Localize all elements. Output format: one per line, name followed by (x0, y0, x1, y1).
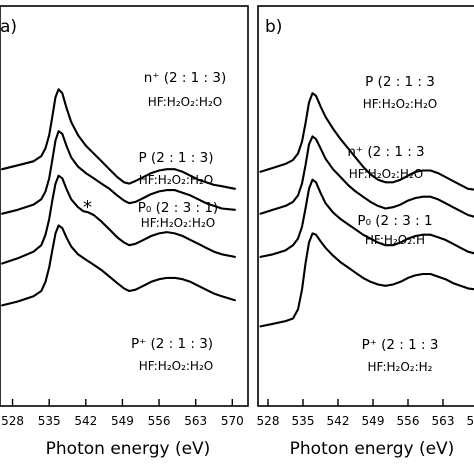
panel-a-frame (0, 5, 249, 407)
panel-b-series-3-line (259, 178, 474, 258)
panel-b-series-2-line (259, 135, 474, 218)
panel-b-x-ticks: 528 535 542 549 556 563 570 (257, 399, 474, 428)
panel-b-frame (257, 5, 474, 407)
panel-a-series-3-sublabel: HF:H₂O₂:H₂O (141, 216, 215, 230)
panel-a-series-labels: n⁺ (2 : 1 : 3) HF:H₂O₂:H₂O P (2 : 1 : 3) HF… (131, 70, 226, 373)
panel-b-series-3-sublabel: HF:H₂O₂:H (365, 233, 425, 247)
panel-a-series-4-label: P⁺ (2 : 1 : 3) (131, 336, 213, 352)
panel-a-series-3-line (1, 174, 236, 265)
panel-b: b) 528 535 542 549 556 563 570 P (2 : 1 : 3 HF:… (257, 5, 474, 459)
panel-b-label: b) (265, 17, 282, 37)
panel-b-x-axis-label: Photon energy (eV) (290, 439, 455, 459)
panel-b-x-tick-label: 542 (327, 414, 350, 428)
panel-b-x-tick-label: 563 (432, 414, 455, 428)
panel-a-series-2-sublabel: HF:H₂O₂:H₂O (139, 173, 213, 187)
panel-a-curves (1, 88, 236, 307)
panel-a-x-axis-label: Photon energy (eV) (46, 439, 211, 459)
panel-b-series-1-sublabel: HF:H₂O₂:H₂O (363, 97, 437, 111)
panel-b-series-labels: P (2 : 1 : 3 HF:H₂O₂:H₂O n⁺ (2 : 1 : 3 HF:H… (347, 74, 438, 374)
panel-b-series-3-label: P₀ (2 : 3 : 1 (357, 213, 432, 229)
panel-b-series-4-line (259, 232, 474, 328)
panel-b-x-tick-label: 535 (292, 414, 315, 428)
panel-a-series-4-sublabel: HF:H₂O₂:H₂O (139, 359, 213, 373)
panel-a-series-1-label: n⁺ (2 : 1 : 3) (144, 70, 227, 86)
panel-a-series-3-label: P₀ (2 : 3 : 1) (138, 200, 218, 216)
panel-a-x-tick-label: 549 (111, 414, 134, 428)
panel-a-annotation-star: * (83, 197, 92, 218)
panel-b-x-tick-label: 570 (467, 414, 474, 428)
panel-b-series-4-label: P⁺ (2 : 1 : 3 (362, 337, 439, 353)
panel-a-x-tick-label: 528 (1, 414, 24, 428)
panel-a-x-tick-label: 556 (148, 414, 171, 428)
panel-b-series-4-sublabel: HF:H₂O₂:H₂ (367, 360, 432, 374)
panel-a-x-tick-label: 535 (38, 414, 61, 428)
panel-a-series-2-line (1, 130, 236, 215)
panel-b-x-tick-label: 528 (257, 414, 280, 428)
panel-a-series-4-line (1, 224, 236, 307)
panel-a: a) 528 535 542 549 556 563 570 n⁺ (2 : 1 : 3) H… (0, 5, 249, 459)
panel-a-series-2-label: P (2 : 1 : 3) (139, 150, 214, 166)
panel-b-x-tick-label: 549 (362, 414, 385, 428)
panel-a-x-ticks: 528 535 542 549 556 563 570 (1, 399, 244, 428)
panel-a-series-1-line (1, 88, 236, 190)
panel-b-series-1-line (259, 92, 474, 191)
panel-a-label: a) (0, 17, 17, 37)
panel-b-series-2-sublabel: HF:H₂O₂:H₂O (349, 167, 423, 181)
panel-a-x-tick-label: 570 (221, 414, 244, 428)
panel-b-x-tick-label: 556 (397, 414, 420, 428)
panel-b-series-1-label: P (2 : 1 : 3 (365, 74, 435, 90)
panel-a-series-1-sublabel: HF:H₂O₂:H₂O (148, 95, 222, 109)
panel-b-curves (259, 92, 474, 328)
panel-a-x-tick-label: 563 (184, 414, 207, 428)
panel-a-x-tick-label: 542 (74, 414, 97, 428)
panel-b-series-2-label: n⁺ (2 : 1 : 3 (347, 144, 424, 160)
